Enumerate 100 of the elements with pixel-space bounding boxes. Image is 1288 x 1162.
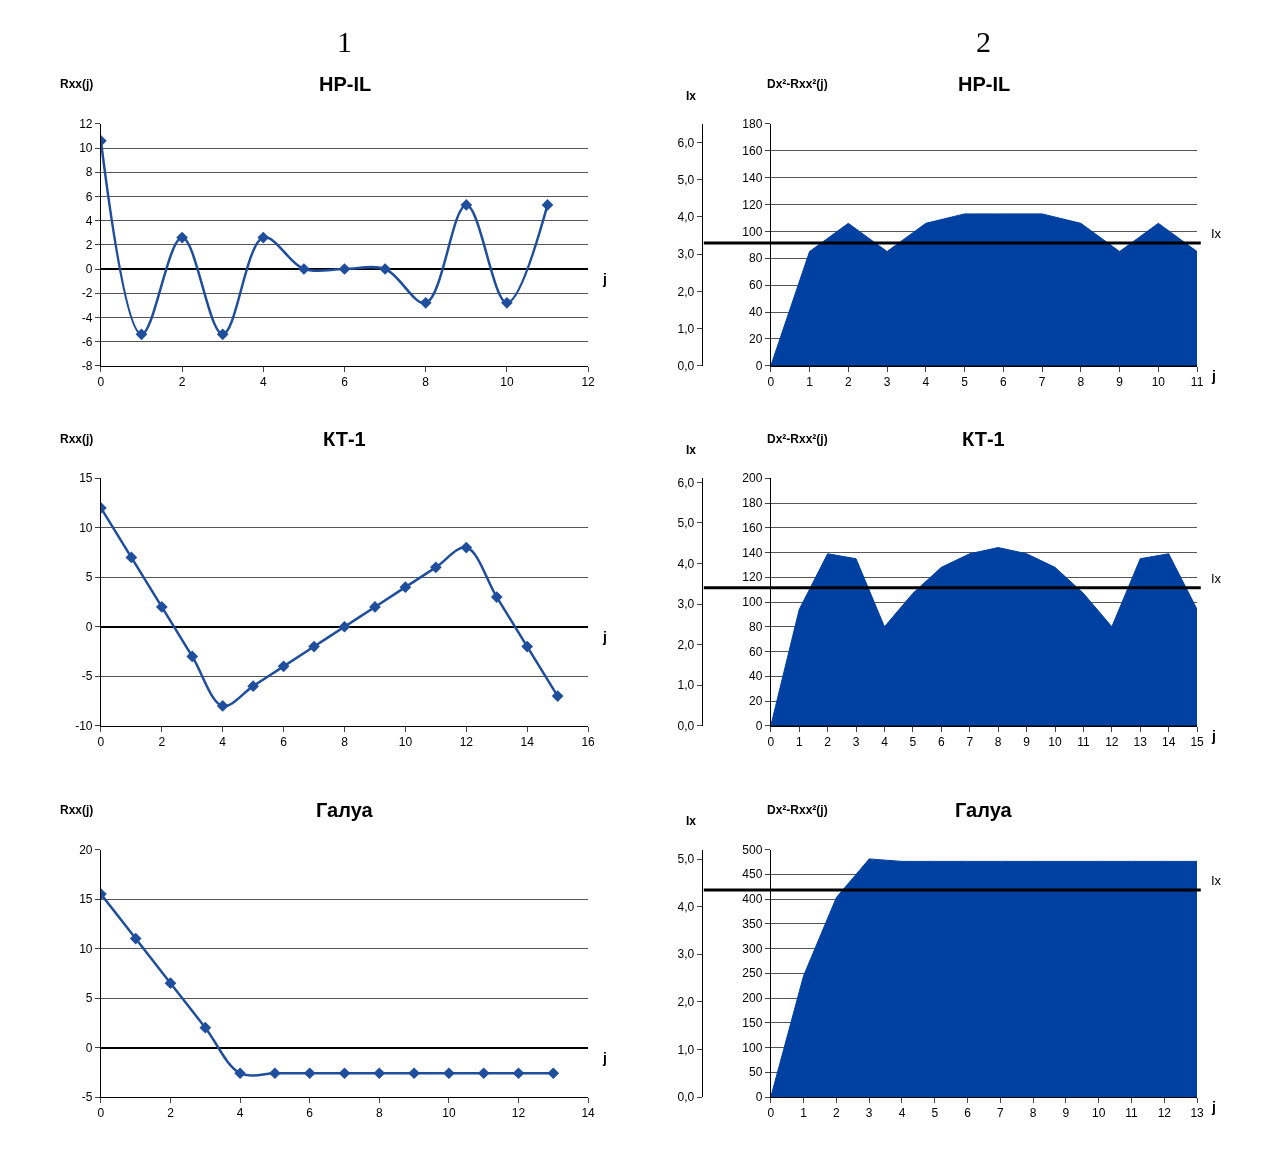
x-tick-label: 10 <box>398 735 413 750</box>
chart-title: Галуа <box>955 799 1013 821</box>
y-tick-label: 450 <box>742 867 763 882</box>
point <box>135 328 148 341</box>
point <box>408 1067 420 1080</box>
y-axis-title: Dx²-Rxx²(j) <box>767 803 828 817</box>
point <box>186 650 199 663</box>
point <box>303 1067 316 1080</box>
y-tick-label: 40 <box>749 669 763 684</box>
x-tick-label: 2 <box>178 375 186 390</box>
x-tick-label: 4 <box>898 1106 906 1121</box>
x-tick-label: 12 <box>459 735 474 750</box>
y2-tick-label: 4,0 <box>677 556 695 571</box>
text: 2 <box>976 25 991 58</box>
chart-title: КТ-1 <box>323 428 366 450</box>
x-tick-label: 8 <box>994 735 1002 750</box>
point <box>551 690 564 702</box>
y-tick-label: 120 <box>742 197 763 212</box>
point <box>308 640 320 653</box>
y2-tick-label: 1,0 <box>677 1042 695 1057</box>
y-tick-label: 40 <box>749 305 763 320</box>
point <box>338 1067 351 1080</box>
y-tick-label: 400 <box>742 892 763 907</box>
x-axis-title: j <box>1211 368 1216 384</box>
y-tick-label: 100 <box>742 595 763 610</box>
x-tick-label: 4 <box>219 735 227 750</box>
y-tick-label: 0 <box>755 358 763 373</box>
x-tick-label: 12 <box>1157 1106 1172 1121</box>
y-axis-title: Rxx(j) <box>60 803 94 817</box>
chart-title: Галуа <box>316 799 374 821</box>
y-tick-label: -6 <box>81 334 93 349</box>
y2-tick-label: 0,0 <box>677 1090 695 1105</box>
y-tick-label: 80 <box>749 619 763 634</box>
y-tick-label: 180 <box>742 496 763 511</box>
y2-tick-label: 2,0 <box>677 637 695 652</box>
y2-tick-label: 0,0 <box>677 358 695 373</box>
x-tick-label: 3 <box>883 375 891 390</box>
chart-title: HP-IL <box>319 73 372 95</box>
point <box>277 660 290 673</box>
x-tick-label: 1 <box>806 375 814 390</box>
x-tick-label: 5 <box>931 1106 939 1121</box>
point <box>234 1067 246 1080</box>
y2-axis-title: Ix <box>686 443 697 457</box>
y-tick-label: 0 <box>85 619 93 634</box>
x-tick-label: 9 <box>1023 735 1031 750</box>
y-tick-label: -2 <box>81 286 93 301</box>
y-tick-label: 20 <box>749 332 763 347</box>
x-tick-label: 0 <box>97 1106 105 1121</box>
x-tick-label: 14 <box>1162 735 1176 750</box>
y2-tick-label: 0,0 <box>677 718 695 733</box>
point <box>155 601 168 613</box>
x-axis-title: j <box>602 1050 607 1066</box>
y-tick-label: -5 <box>81 1090 93 1105</box>
x-tick-label: 8 <box>375 1106 383 1121</box>
x-tick-label: 6 <box>937 735 945 750</box>
point <box>501 297 513 309</box>
x-tick-label: 9 <box>1062 1106 1070 1121</box>
y2-tick-label: 5,0 <box>677 852 695 867</box>
y-tick-label: 160 <box>742 143 763 158</box>
y-tick-label: 350 <box>742 916 763 931</box>
x-tick-label: 0 <box>767 1106 775 1121</box>
x-tick-label: 2 <box>158 735 166 750</box>
y-tick-label: 140 <box>742 545 763 560</box>
y-tick-label: 0 <box>755 1090 763 1105</box>
x-tick-label: 3 <box>852 735 860 750</box>
y-axis-title: Rxx(j) <box>60 77 94 91</box>
y-tick-label: 2 <box>85 238 93 253</box>
x-tick-label: 13 <box>1190 1106 1205 1121</box>
x-tick-label: 14 <box>520 735 535 750</box>
y-tick-label: 80 <box>749 251 763 266</box>
ref-line-label: Ix <box>1211 873 1222 888</box>
y2-tick-label: 3,0 <box>677 947 695 962</box>
y-tick-label: 100 <box>742 1040 763 1055</box>
x-tick-label: 2 <box>844 375 852 390</box>
x-axis-title: j <box>1211 1099 1216 1115</box>
x-tick-label: 5 <box>909 735 917 750</box>
x-axis-title: j <box>1211 728 1216 744</box>
y-tick-label: 120 <box>742 570 763 585</box>
x-tick-label: 10 <box>1151 375 1166 390</box>
point <box>338 263 351 275</box>
x-tick-label: 12 <box>1105 735 1119 750</box>
point <box>247 680 259 692</box>
y-tick-label: 20 <box>749 694 763 709</box>
x-tick-label: 8 <box>422 375 430 390</box>
point <box>129 932 142 945</box>
x-axis-title: j <box>602 271 607 287</box>
y2-tick-label: 5,0 <box>677 172 695 187</box>
y-tick-label: 20 <box>79 842 93 857</box>
point <box>541 199 554 211</box>
x-tick-label: 2 <box>824 735 832 750</box>
y-tick-label: 10 <box>79 141 93 156</box>
x-tick-label: 0 <box>97 735 105 750</box>
y-tick-label: -4 <box>81 310 93 325</box>
y-tick-label: 60 <box>749 644 763 659</box>
y-tick-label: 5 <box>85 570 93 585</box>
x-tick-label: 8 <box>1077 375 1085 390</box>
x-tick-label: 4 <box>881 735 889 750</box>
x-tick-label: 12 <box>581 375 596 390</box>
x-tick-label: 1 <box>800 1106 808 1121</box>
x-tick-label: 12 <box>511 1106 526 1121</box>
